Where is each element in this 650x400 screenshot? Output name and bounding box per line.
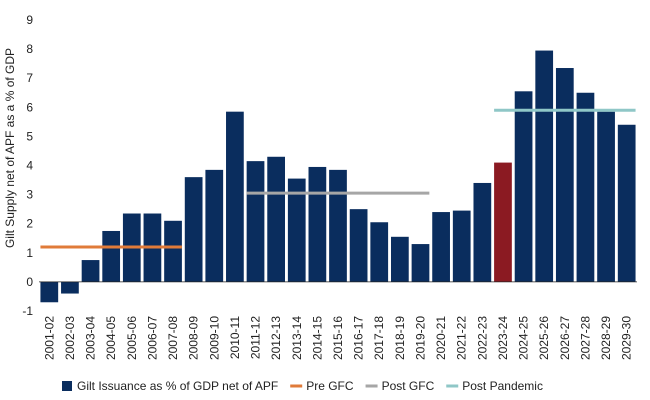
x-tick-label: 2019-20 <box>413 316 427 360</box>
legend-label: Gilt Issuance as % of GDP net of APF <box>77 379 278 393</box>
x-tick-label: 2005-06 <box>125 316 139 360</box>
x-tick-label: 2026-27 <box>558 316 572 360</box>
x-tick-label: 2001-02 <box>42 316 56 360</box>
bar-2014-15 <box>308 166 327 282</box>
bar-2019-20 <box>411 244 430 282</box>
bar-2001-02 <box>40 281 59 303</box>
x-tick-label: 2020-21 <box>434 316 448 360</box>
x-tick-label: 2010-11 <box>228 316 242 359</box>
bar-2016-17 <box>349 209 368 282</box>
x-tick-label: 2009-10 <box>207 316 221 360</box>
bar-2025-26 <box>535 50 554 282</box>
bar-2013-14 <box>287 178 306 282</box>
bar-2029-30 <box>617 124 636 282</box>
x-tick-label: 2028-29 <box>599 316 613 360</box>
y-axis-title: Gilt Supply net of APF as a % of GDP <box>3 48 17 248</box>
x-tick-label: 2017-18 <box>372 316 386 360</box>
x-tick-label: 2024-25 <box>517 316 531 360</box>
x-tick-label: 2012-13 <box>269 316 283 360</box>
x-tick-label: 2008-09 <box>187 316 201 360</box>
bars-group <box>40 50 636 303</box>
x-tick-label: 2004-05 <box>104 316 118 360</box>
legend-label: Post GFC <box>382 379 435 393</box>
y-tick-label: 1 <box>26 246 33 260</box>
y-tick-label: 8 <box>26 42 33 56</box>
reference-lines-group <box>40 108 636 249</box>
y-tick-label: 9 <box>26 13 33 27</box>
x-tick-label: 2022-23 <box>475 316 489 360</box>
bar-2022-23 <box>473 182 492 282</box>
x-tick-label: 2013-14 <box>290 316 304 360</box>
bar-2028-29 <box>597 111 615 282</box>
x-tick-label: 2016-17 <box>352 316 366 360</box>
y-tick-label: 2 <box>26 217 33 231</box>
x-tick-label: 2021-22 <box>455 316 469 360</box>
bar-2002-03 <box>61 281 79 294</box>
bar-2003-04 <box>81 260 100 282</box>
legend-label: Pre GFC <box>306 379 354 393</box>
bar-2011-12 <box>246 161 265 282</box>
bar-2018-19 <box>391 236 409 282</box>
y-tick-label: -1 <box>22 304 33 318</box>
bar-2009-10 <box>205 169 224 282</box>
x-tick-label: 2003-04 <box>84 316 98 360</box>
y-tick-label: 7 <box>26 71 33 85</box>
y-tick-label: 3 <box>26 188 33 202</box>
bar-2010-11 <box>226 111 244 282</box>
bar-2007-08 <box>164 220 182 282</box>
bar-2023-24 <box>494 162 512 282</box>
x-tick-label: 2014-15 <box>310 316 324 360</box>
y-tick-label: 4 <box>26 159 33 173</box>
bar-2012-13 <box>267 156 285 282</box>
bar-2026-27 <box>555 68 574 282</box>
x-tick-label: 2027-28 <box>578 316 592 360</box>
x-tick-label: 2029-30 <box>620 316 634 360</box>
bar-2027-28 <box>576 92 595 282</box>
x-tick-label: 2018-19 <box>393 316 407 360</box>
bar-2024-25 <box>514 91 533 282</box>
bar-2015-16 <box>329 169 347 282</box>
x-tick-label: 2002-03 <box>63 316 77 360</box>
legend-swatch-bar <box>62 381 72 391</box>
x-tick-label: 2011-12 <box>249 316 263 359</box>
x-tick-label: 2023-24 <box>496 316 510 360</box>
bar-2020-21 <box>432 212 450 282</box>
x-tick-label: 2025-26 <box>537 316 551 360</box>
y-tick-label: 6 <box>26 100 33 114</box>
bar-2021-22 <box>452 210 471 282</box>
bar-2008-09 <box>184 177 203 282</box>
x-tick-label: 2006-07 <box>145 316 159 360</box>
bar-2004-05 <box>102 230 121 282</box>
legend-label: Post Pandemic <box>462 379 543 393</box>
bar-2017-18 <box>370 222 389 282</box>
y-tick-label: 0 <box>26 275 33 289</box>
legend: Gilt Issuance as % of GDP net of APF Pre … <box>62 379 543 393</box>
y-tick-label: 5 <box>26 129 33 143</box>
axes-group: -1 0 1 2 3 4 5 6 7 8 9 2001-02 2002-03 2003-04 2004-05… <box>22 13 637 360</box>
x-tick-label: 2015-16 <box>331 316 345 360</box>
x-tick-label: 2007-08 <box>166 316 180 360</box>
